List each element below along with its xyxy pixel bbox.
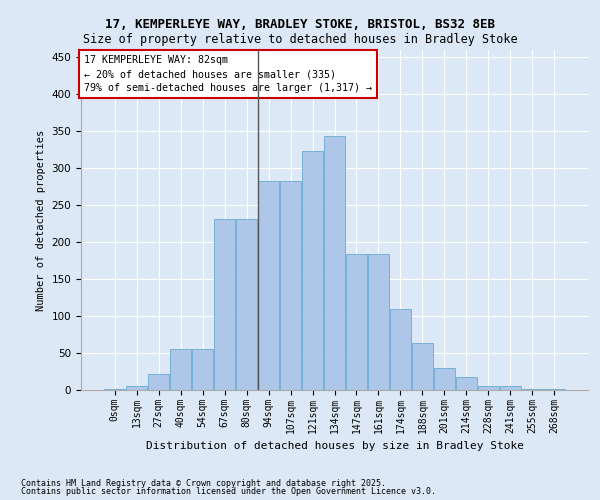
Bar bbox=[434, 368, 455, 390]
Bar bbox=[390, 308, 411, 390]
Text: 17 KEMPERLEYE WAY: 82sqm
← 20% of detached houses are smaller (335)
79% of semi-: 17 KEMPERLEYE WAY: 82sqm ← 20% of detach… bbox=[83, 55, 371, 93]
Bar bbox=[412, 342, 433, 390]
Bar bbox=[478, 386, 499, 390]
Bar bbox=[148, 374, 169, 390]
Bar bbox=[192, 348, 213, 390]
Bar bbox=[368, 254, 389, 390]
Text: Contains public sector information licensed under the Open Government Licence v3: Contains public sector information licen… bbox=[21, 487, 436, 496]
Bar bbox=[170, 348, 191, 390]
Text: Contains HM Land Registry data © Crown copyright and database right 2025.: Contains HM Land Registry data © Crown c… bbox=[21, 478, 386, 488]
Bar bbox=[521, 388, 543, 390]
Bar bbox=[236, 218, 257, 390]
X-axis label: Distribution of detached houses by size in Bradley Stoke: Distribution of detached houses by size … bbox=[146, 441, 523, 451]
Y-axis label: Number of detached properties: Number of detached properties bbox=[36, 130, 46, 310]
Bar bbox=[500, 386, 521, 390]
Bar bbox=[126, 386, 148, 390]
Bar bbox=[302, 150, 323, 390]
Bar bbox=[324, 136, 345, 390]
Bar bbox=[456, 378, 477, 390]
Bar bbox=[214, 218, 235, 390]
Bar bbox=[280, 181, 301, 390]
Text: 17, KEMPERLEYE WAY, BRADLEY STOKE, BRISTOL, BS32 8EB: 17, KEMPERLEYE WAY, BRADLEY STOKE, BRIST… bbox=[105, 18, 495, 30]
Text: Size of property relative to detached houses in Bradley Stoke: Size of property relative to detached ho… bbox=[83, 32, 517, 46]
Bar bbox=[346, 254, 367, 390]
Bar bbox=[258, 181, 279, 390]
